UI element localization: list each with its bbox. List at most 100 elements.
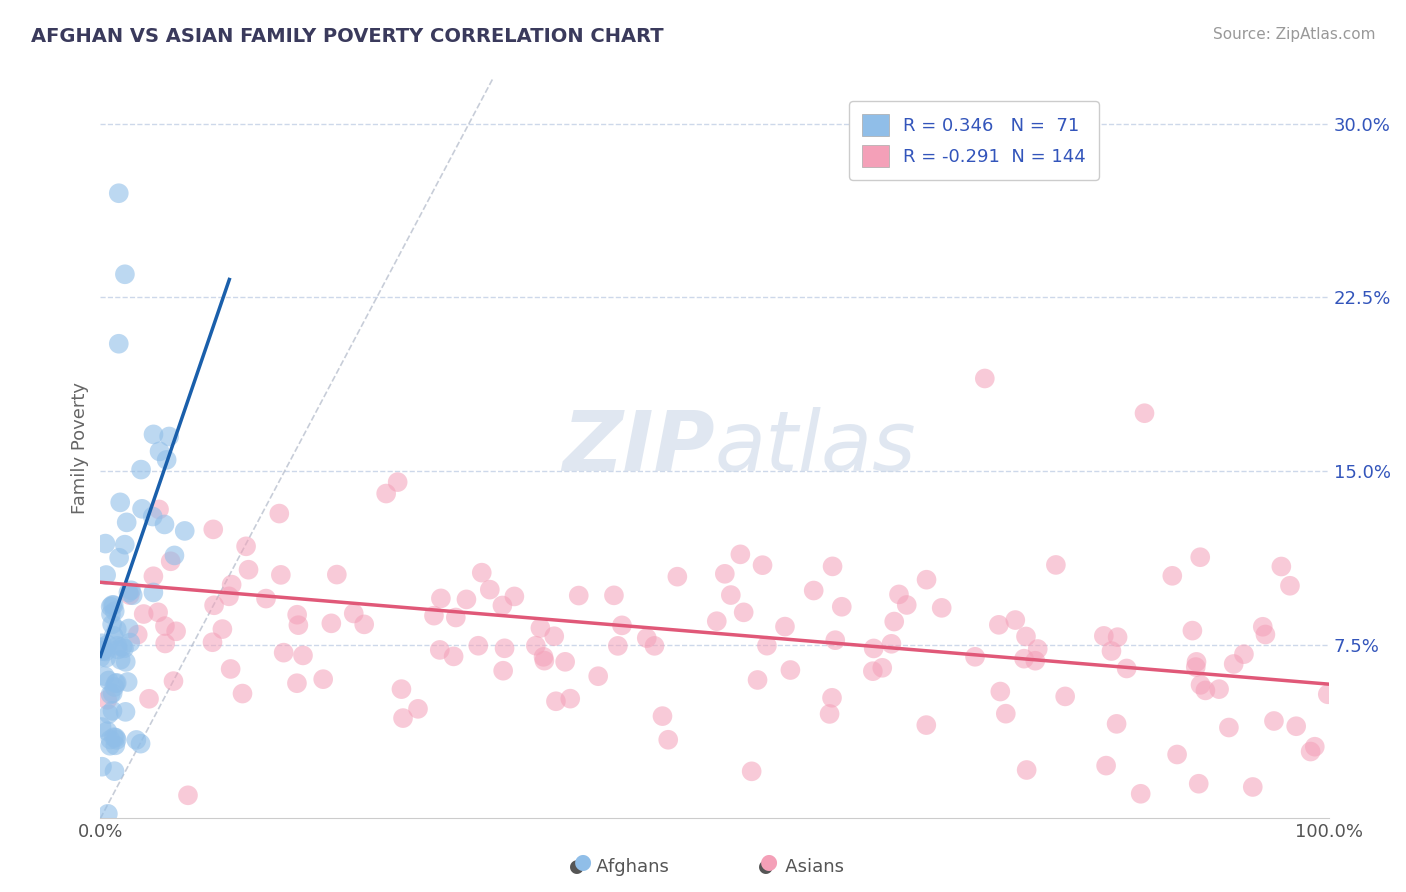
Text: ●: ● — [761, 853, 778, 872]
Point — [931, 600, 953, 615]
Text: ●: ● — [575, 853, 592, 872]
Point — [1194, 683, 1216, 698]
Point — [492, 664, 515, 678]
Y-axis label: Family Poverty: Family Poverty — [72, 382, 89, 514]
Point — [129, 462, 152, 476]
Point — [138, 691, 160, 706]
Point — [125, 733, 148, 747]
Point — [107, 336, 129, 351]
Point — [1129, 787, 1152, 801]
Point — [114, 538, 136, 552]
Point — [173, 524, 195, 538]
Point — [387, 475, 409, 489]
Point — [287, 618, 309, 632]
Point — [108, 550, 131, 565]
Point — [1115, 661, 1137, 675]
Point — [430, 591, 453, 606]
Point — [1095, 758, 1118, 772]
Point — [90, 636, 112, 650]
Point — [270, 567, 292, 582]
Point — [554, 655, 576, 669]
Point — [883, 615, 905, 629]
Point — [285, 607, 308, 622]
Point — [1185, 655, 1208, 669]
Text: ●  Afghans: ● Afghans — [568, 858, 669, 876]
Point — [343, 607, 366, 621]
Point — [533, 654, 555, 668]
Point — [824, 633, 846, 648]
Point — [1254, 627, 1277, 641]
Point — [503, 590, 526, 604]
Point — [1004, 613, 1026, 627]
Point — [103, 680, 125, 694]
Point — [429, 643, 451, 657]
Point — [269, 507, 291, 521]
Point — [494, 641, 516, 656]
Point — [529, 621, 551, 635]
Point — [221, 577, 243, 591]
Point — [100, 732, 122, 747]
Point — [101, 704, 124, 718]
Point — [1218, 721, 1240, 735]
Point — [543, 629, 565, 643]
Point — [273, 646, 295, 660]
Point — [219, 662, 242, 676]
Point — [94, 536, 117, 550]
Point — [1101, 644, 1123, 658]
Point — [818, 706, 841, 721]
Point — [1299, 745, 1322, 759]
Point — [103, 598, 125, 612]
Point — [91, 760, 114, 774]
Point — [104, 676, 127, 690]
Point — [636, 631, 658, 645]
Point — [101, 617, 124, 632]
Point — [107, 186, 129, 201]
Point — [603, 588, 626, 602]
Point — [896, 598, 918, 612]
Point — [148, 444, 170, 458]
Point — [97, 673, 120, 688]
Point — [100, 688, 122, 702]
Point — [444, 610, 467, 624]
Point — [107, 642, 129, 657]
Point — [1015, 763, 1038, 777]
Point — [142, 569, 165, 583]
Point — [1251, 620, 1274, 634]
Point — [90, 720, 112, 734]
Point — [821, 559, 844, 574]
Point — [533, 649, 555, 664]
Point — [91, 644, 114, 658]
Point — [105, 732, 128, 747]
Point — [568, 589, 591, 603]
Point — [720, 588, 742, 602]
Point — [755, 639, 778, 653]
Point — [1015, 630, 1038, 644]
Point — [118, 622, 141, 636]
Point — [1026, 642, 1049, 657]
Point — [211, 622, 233, 636]
Point — [292, 648, 315, 663]
Point — [107, 639, 129, 653]
Point — [1285, 719, 1308, 733]
Point — [1054, 690, 1077, 704]
Point — [96, 724, 118, 739]
Point — [1270, 559, 1292, 574]
Point — [112, 641, 135, 656]
Point — [651, 709, 673, 723]
Point — [887, 587, 910, 601]
Point — [114, 705, 136, 719]
Point — [391, 682, 413, 697]
Point — [1316, 687, 1339, 701]
Point — [773, 619, 796, 633]
Point — [201, 635, 224, 649]
Point — [1024, 654, 1046, 668]
Point — [1184, 660, 1206, 674]
Point — [831, 599, 853, 614]
Point — [741, 764, 763, 779]
Point — [478, 582, 501, 597]
Point — [392, 711, 415, 725]
Point — [1045, 558, 1067, 572]
Point — [101, 686, 124, 700]
Point — [117, 675, 139, 690]
Point — [312, 672, 335, 686]
